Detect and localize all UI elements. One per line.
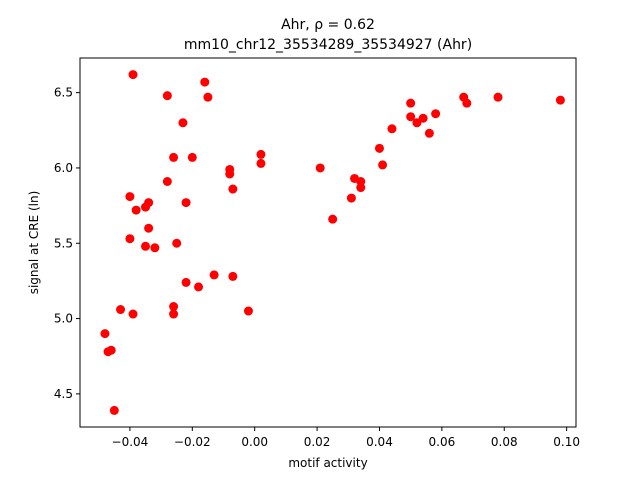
y-tick-label-1: 5.0 bbox=[54, 312, 73, 326]
x-tick-label-5: 0.06 bbox=[429, 435, 456, 449]
y-tick-label-3: 6.0 bbox=[54, 161, 73, 175]
chart-title-line2: mm10_chr12_35534289_35534927 (Ahr) bbox=[184, 37, 472, 53]
data-point-10 bbox=[256, 158, 266, 168]
data-point-46 bbox=[406, 112, 416, 122]
data-point-4 bbox=[178, 118, 188, 128]
data-point-27 bbox=[169, 302, 179, 312]
y-axis-label: signal at CRE (ln) bbox=[27, 191, 41, 295]
x-tick-label-6: 0.08 bbox=[491, 435, 518, 449]
data-point-35 bbox=[109, 405, 119, 415]
data-point-28 bbox=[169, 309, 179, 319]
data-point-12 bbox=[228, 184, 238, 194]
data-point-50 bbox=[431, 109, 441, 119]
data-point-49 bbox=[424, 128, 434, 138]
data-point-0 bbox=[128, 70, 138, 80]
y-tick-label-4: 6.5 bbox=[54, 86, 73, 100]
data-point-21 bbox=[150, 243, 160, 253]
data-point-18 bbox=[144, 223, 154, 233]
data-point-47 bbox=[412, 118, 422, 128]
x-tick-label-2: 0.00 bbox=[241, 435, 268, 449]
data-point-37 bbox=[328, 214, 338, 224]
y-tick-label-0: 4.5 bbox=[54, 387, 73, 401]
x-axis-label: motif activity bbox=[288, 456, 367, 470]
data-point-15 bbox=[141, 202, 151, 212]
data-point-24 bbox=[228, 271, 238, 281]
data-point-25 bbox=[181, 277, 191, 287]
data-point-42 bbox=[374, 143, 384, 153]
data-point-9 bbox=[256, 149, 266, 159]
x-axis-ticks: −0.04 −0.02 0.00 0.02 0.04 0.06 0.08 0.10 bbox=[112, 427, 580, 449]
x-tick-label-7: 0.10 bbox=[553, 435, 580, 449]
data-point-22 bbox=[172, 238, 182, 248]
data-point-36 bbox=[315, 163, 325, 173]
data-point-31 bbox=[243, 306, 253, 316]
data-point-6 bbox=[187, 152, 197, 162]
points-layer bbox=[100, 70, 565, 415]
data-point-54 bbox=[555, 95, 565, 105]
data-point-44 bbox=[387, 124, 397, 134]
data-point-17 bbox=[181, 198, 191, 208]
data-point-30 bbox=[128, 309, 138, 319]
data-point-20 bbox=[141, 241, 151, 251]
data-point-5 bbox=[169, 152, 179, 162]
x-tick-label-1: −0.02 bbox=[174, 435, 211, 449]
x-tick-label-4: 0.04 bbox=[366, 435, 393, 449]
data-point-23 bbox=[209, 270, 219, 280]
x-tick-label-3: 0.02 bbox=[304, 435, 331, 449]
y-tick-label-2: 5.5 bbox=[54, 236, 73, 250]
y-axis-ticks: 4.5 5.0 5.5 6.0 6.5 bbox=[54, 86, 80, 401]
data-point-3 bbox=[203, 92, 213, 102]
data-point-16 bbox=[131, 205, 141, 215]
data-point-45 bbox=[406, 98, 416, 108]
data-point-29 bbox=[116, 305, 126, 315]
data-point-43 bbox=[378, 160, 388, 170]
data-point-11 bbox=[162, 177, 172, 187]
data-point-34 bbox=[106, 345, 116, 355]
data-point-26 bbox=[194, 282, 204, 292]
chart-title-line1: Ahr, ρ = 0.62 bbox=[281, 17, 375, 33]
x-tick-label-0: −0.04 bbox=[112, 435, 149, 449]
data-point-1 bbox=[162, 91, 172, 101]
data-point-41 bbox=[356, 183, 366, 193]
data-point-32 bbox=[100, 329, 110, 339]
plot-frame bbox=[79, 57, 577, 428]
data-point-13 bbox=[125, 192, 135, 202]
data-point-8 bbox=[225, 169, 235, 179]
data-point-2 bbox=[200, 77, 210, 87]
data-point-48 bbox=[418, 113, 428, 123]
data-point-19 bbox=[125, 234, 135, 244]
data-point-52 bbox=[462, 98, 472, 108]
data-point-38 bbox=[346, 193, 356, 203]
data-point-53 bbox=[493, 92, 503, 102]
